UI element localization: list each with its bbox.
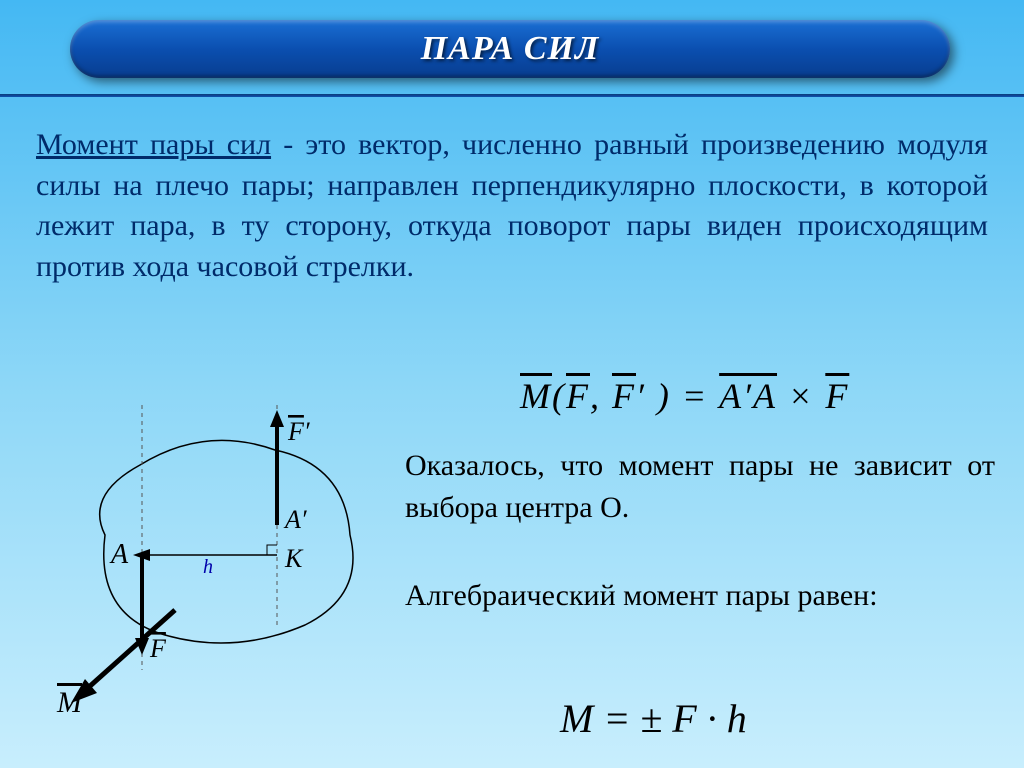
- force-couple-diagram: F′ F A A′ К h M: [45, 395, 385, 715]
- paragraph-algebraic-moment: Алгебраический момент пары равен:: [405, 575, 995, 617]
- label-h: h: [203, 556, 213, 578]
- vector-formula: M(F, F′ ) = A′A × F: [520, 375, 980, 417]
- definition-term: Момент пары сил: [36, 128, 271, 161]
- horizontal-rule: [0, 94, 1024, 97]
- paragraph-center-independence: Оказалось, что момент пары не зависит от…: [405, 445, 995, 529]
- arrowhead-up-icon: [270, 410, 284, 427]
- label-f-prime: F′: [287, 417, 310, 446]
- label-a: A: [109, 539, 129, 570]
- definition-paragraph: Момент пары сил - это вектор, численно р…: [36, 125, 988, 287]
- slide-title: ПАРА СИЛ: [421, 30, 600, 68]
- scalar-formula: M = ± F · h: [560, 695, 747, 742]
- body-blob-icon: [100, 440, 353, 643]
- label-a-prime: A′: [283, 505, 307, 534]
- label-m: M: [56, 686, 84, 715]
- label-k: К: [284, 544, 304, 573]
- label-f: F: [149, 634, 167, 663]
- title-bar: ПАРА СИЛ: [70, 20, 950, 78]
- right-angle-icon: [267, 545, 277, 555]
